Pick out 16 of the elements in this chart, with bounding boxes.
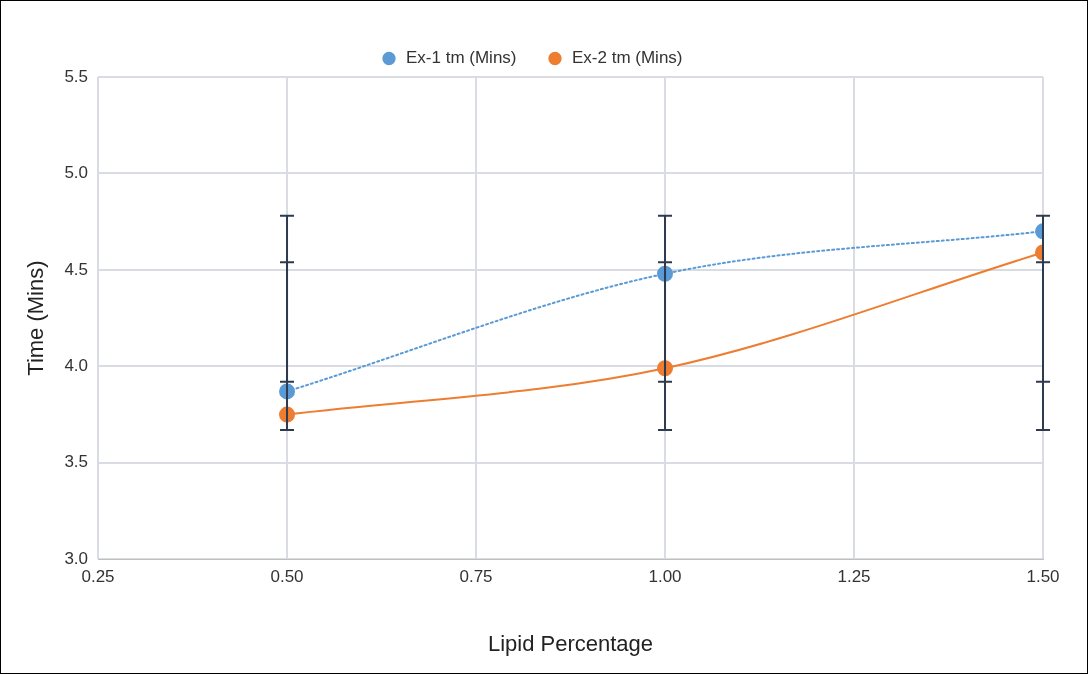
x-tick-label: 1.50 [1026,567,1060,587]
y-tick-label: 5.5 [64,66,89,86]
x-tick-label: 1.25 [837,567,871,587]
legend-label: Ex-1 tm (Mins) [406,48,517,68]
y-tick-label: 4.0 [64,356,89,376]
x-tick-label: 1.00 [648,567,682,587]
x-tick-label: 0.50 [270,567,304,587]
x-tick-label: 0.75 [459,567,493,587]
y-axis-title: Time (Mins) [23,260,49,376]
y-tick-label: 4.5 [64,259,89,279]
legend-label: Ex-2 tm (Mins) [572,48,683,68]
y-tick-label: 5.0 [64,163,89,183]
y-tick-label: 3.0 [64,548,89,568]
y-tick-label: 3.5 [64,452,89,472]
x-axis-title: Lipid Percentage [487,630,654,656]
x-tick-label: 0.25 [81,567,115,587]
